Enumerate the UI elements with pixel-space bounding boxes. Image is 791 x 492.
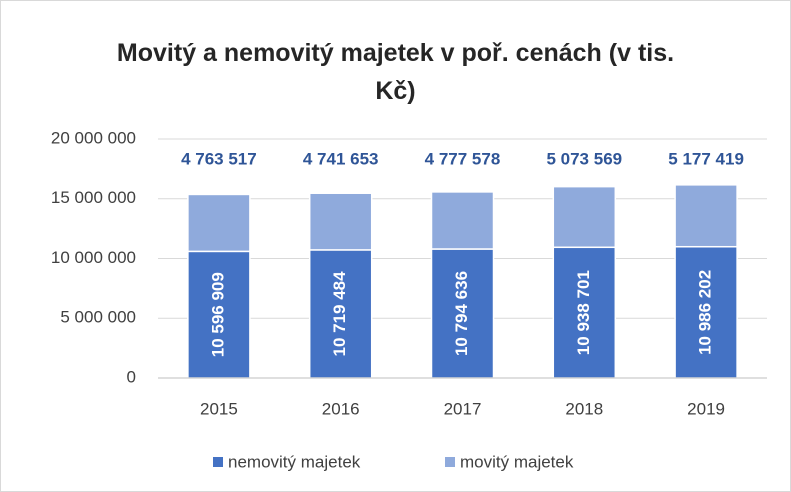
bar-segment: [430, 248, 495, 379]
chart-title: Movitý a nemovitý majetek v poř. cenách …: [116, 39, 675, 105]
data-label: 10 986 202: [696, 270, 715, 355]
x-tick-label: 2019: [687, 399, 725, 418]
y-tick-label: 0: [127, 367, 136, 386]
legend-swatch: [213, 457, 223, 467]
data-label: 5 073 569: [546, 149, 622, 168]
bar-segment: [308, 249, 373, 379]
bar-segment: [430, 191, 495, 250]
x-tick-label: 2017: [444, 399, 482, 418]
bar-segment: [552, 185, 617, 249]
y-tick-label: 10 000 000: [51, 248, 136, 267]
bar-segment: [187, 193, 251, 253]
y-tick-label: 20 000 000: [51, 128, 136, 147]
x-tick-label: 2016: [322, 399, 360, 418]
bar-segment: [308, 192, 373, 251]
y-tick-label: 15 000 000: [51, 188, 136, 207]
data-label: 10 938 701: [574, 270, 593, 355]
data-label: 4 777 578: [425, 149, 501, 168]
data-label: 10 719 484: [330, 271, 349, 357]
x-tick-label: 2018: [565, 399, 603, 418]
data-label: 10 596 909: [208, 272, 227, 357]
data-label: 4 763 517: [181, 149, 257, 168]
legend-swatch: [445, 457, 455, 467]
x-tick-label: 2015: [200, 399, 238, 418]
legend-label: nemovitý majetek: [228, 452, 361, 471]
bar-segment: [674, 184, 738, 248]
bar-segment: [552, 246, 617, 379]
data-label: 10 794 636: [452, 271, 471, 356]
data-label: 4 741 653: [303, 149, 379, 168]
legend-label: movitý majetek: [460, 452, 574, 471]
data-label: 5 177 419: [668, 149, 744, 168]
y-tick-label: 5 000 000: [60, 308, 136, 327]
